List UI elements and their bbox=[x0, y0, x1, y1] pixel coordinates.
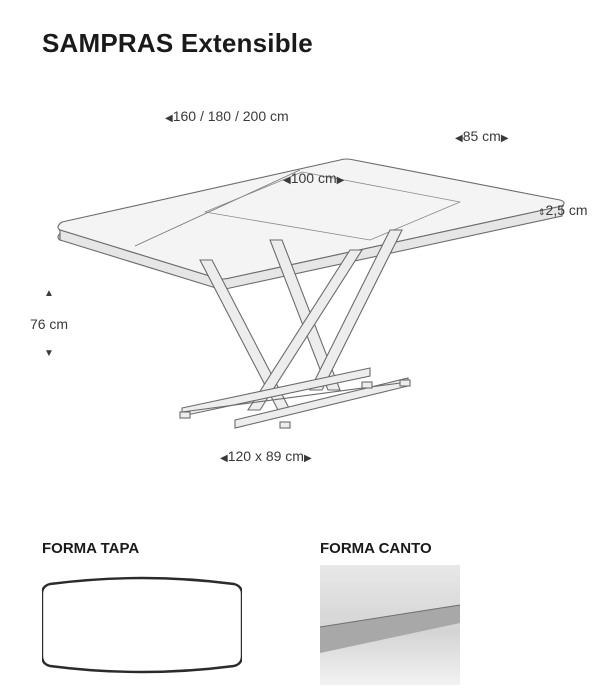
dim-base: ◀120 x 89 cm▶ bbox=[220, 448, 312, 464]
forma-tapa-shape bbox=[42, 570, 242, 680]
section-canto-label: FORMA CANTO bbox=[320, 540, 432, 557]
dim-extension: ◀100 cm▶ bbox=[283, 170, 344, 186]
dim-width: ◀160 / 180 / 200 cm bbox=[165, 108, 289, 124]
forma-canto-shape bbox=[320, 565, 460, 685]
dim-height: ▲ 76 cm ▼ bbox=[22, 290, 76, 358]
dim-thickness: ⇕2,5 cm bbox=[538, 202, 588, 218]
product-title: SAMPRAS Extensible bbox=[42, 28, 313, 59]
dim-depth: ◀85 cm▶ bbox=[455, 128, 509, 144]
section-tapa-label: FORMA TAPA bbox=[42, 540, 139, 557]
table-technical-drawing bbox=[30, 90, 580, 460]
